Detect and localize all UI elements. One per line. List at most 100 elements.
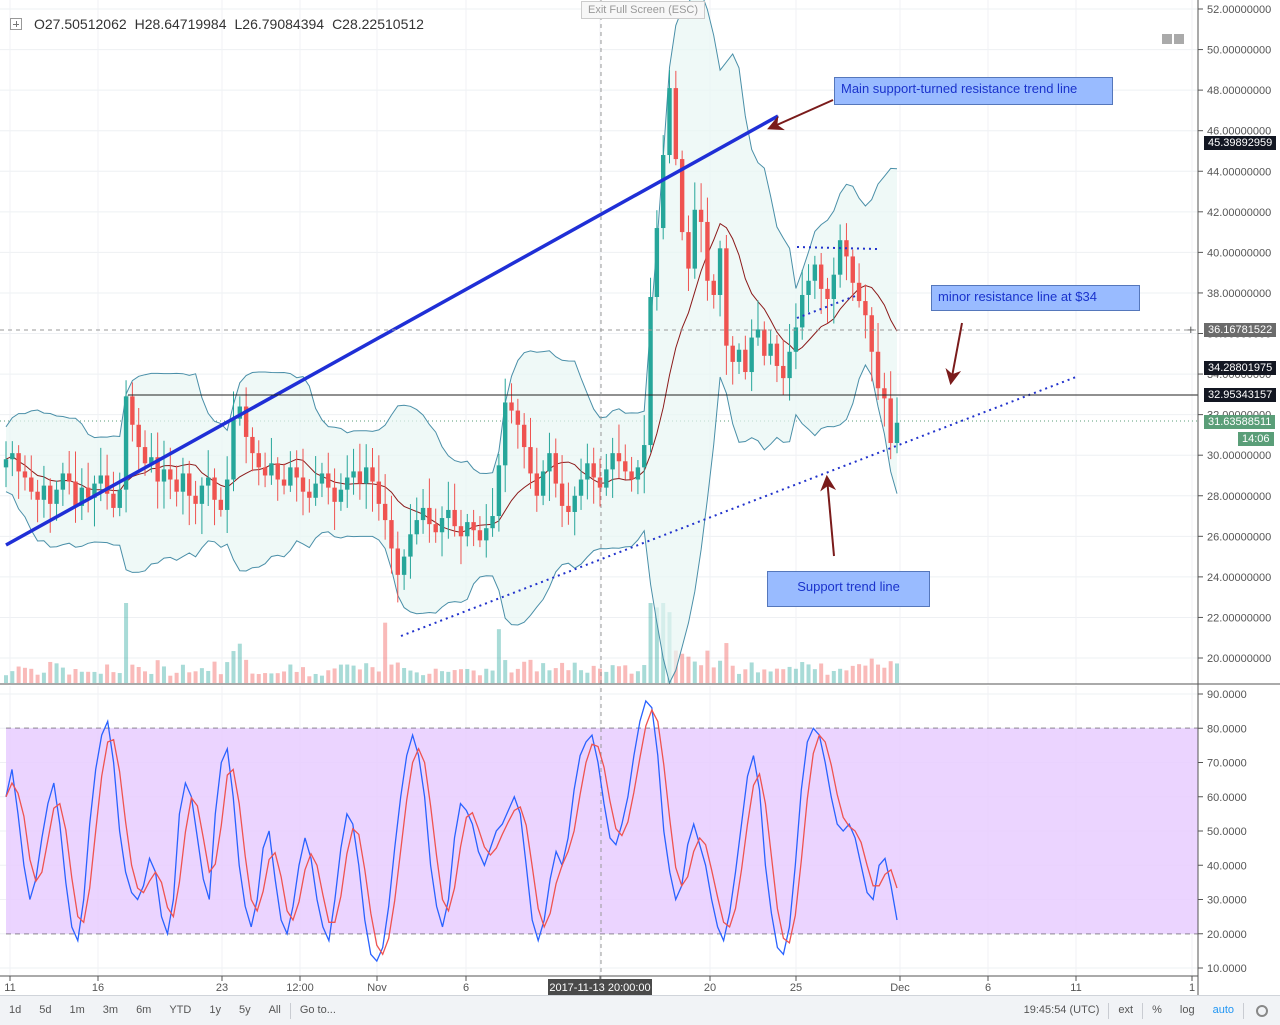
- volume-bar: [351, 665, 356, 683]
- range-1y[interactable]: 1y: [209, 1004, 221, 1016]
- candle-body: [875, 351, 881, 389]
- price-tick-label: 46.00000000: [1207, 126, 1271, 138]
- toolbar-divider: [289, 1002, 291, 1019]
- log-toggle[interactable]: log: [1179, 1004, 1195, 1016]
- support-trend-line[interactable]: [400, 376, 1077, 637]
- candle-body: [433, 524, 438, 533]
- volume-bar: [566, 670, 571, 683]
- volume-bar: [29, 668, 34, 683]
- price-tick-label: 50.00000000: [1207, 45, 1271, 57]
- minimize-icon[interactable]: [1162, 34, 1172, 44]
- price-axis[interactable]: 52.00000000 50.00000000 48.00000000 46.0000…: [1187, 0, 1280, 995]
- volume-bar: [389, 664, 394, 683]
- candle-body: [856, 282, 862, 302]
- range-ytd[interactable]: YTD: [169, 1004, 192, 1016]
- stoch-d-line: [5, 708, 898, 956]
- range-6m[interactable]: 6m: [136, 1004, 152, 1016]
- range-all[interactable]: All: [268, 1004, 281, 1016]
- candle-body: [774, 343, 780, 366]
- volume-bar: [427, 673, 432, 683]
- volume-bar: [635, 671, 640, 683]
- legend-toggle-icon[interactable]: [10, 18, 22, 30]
- exit-fullscreen-button[interactable]: Exit Full Screen (ESC): [581, 1, 705, 19]
- minor-resistance-dotted-line[interactable]: [796, 246, 878, 250]
- candle-body: [193, 495, 198, 504]
- candle-body: [515, 410, 521, 425]
- gear-icon[interactable]: [1256, 1004, 1268, 1017]
- annotation-support-trend[interactable]: Support trend line: [767, 571, 930, 607]
- volume-bar: [395, 662, 400, 683]
- candle-body: [749, 337, 754, 373]
- volume-bar: [522, 661, 527, 683]
- range-3m[interactable]: 3m: [102, 1004, 119, 1016]
- volume-bar: [534, 671, 539, 683]
- candle-body: [180, 473, 186, 492]
- volume-bar: [857, 664, 862, 683]
- range-5d[interactable]: 5d: [39, 1004, 52, 1016]
- volume-bar: [831, 670, 836, 683]
- volume-bar: [313, 673, 318, 683]
- volume-bar: [174, 672, 179, 683]
- volume-bar: [237, 643, 242, 683]
- volume-bar: [180, 664, 185, 683]
- volume-bar: [345, 664, 350, 683]
- volume-bar: [863, 665, 868, 683]
- time-axis[interactable]: 11 16 23 12:00 Nov 6 2017-11-13 20:00:00 20 25 De…: [0, 975, 1198, 995]
- volume-bar: [143, 671, 148, 683]
- candle-body: [136, 424, 141, 448]
- candle-body: [408, 534, 413, 557]
- candle-body: [654, 228, 660, 297]
- volume-bar: [244, 659, 249, 683]
- volume-bar: [509, 672, 514, 683]
- minor-channel-lower-dotted-line[interactable]: [796, 294, 859, 319]
- candle-body: [717, 248, 723, 295]
- candle-body: [572, 495, 577, 512]
- candle-body: [243, 406, 249, 437]
- candle-body: [401, 556, 407, 575]
- volume-bar: [124, 603, 129, 683]
- annotation-main-trend[interactable]: Main support-turned resistance trend lin…: [834, 77, 1113, 105]
- volume-bar: [629, 673, 634, 683]
- candle-body: [503, 402, 508, 466]
- volume-bar: [458, 669, 463, 683]
- volume-bar: [737, 673, 742, 683]
- volume-bar: [263, 673, 268, 683]
- range-1d[interactable]: 1d: [9, 1004, 22, 1016]
- volume-bar: [212, 661, 217, 683]
- candlesticks: [3, 70, 900, 603]
- add-line-icon[interactable]: +: [1187, 322, 1195, 337]
- ext-toggle[interactable]: ext: [1118, 1004, 1134, 1016]
- time-tick-label: 20: [704, 982, 716, 994]
- stoch-tick-label: 20.0000: [1207, 929, 1247, 941]
- volume-bar: [155, 660, 160, 683]
- goto-button[interactable]: Go to...: [299, 1004, 336, 1016]
- time-tick-label: 25: [790, 982, 802, 994]
- time-tick-label: 11: [4, 982, 15, 994]
- candle-body: [850, 256, 855, 283]
- time-tick-label: 11: [1070, 982, 1081, 994]
- volume-bar: [446, 671, 451, 683]
- volume-bar: [819, 663, 824, 683]
- price-tick-label: 24.00000000: [1207, 572, 1271, 584]
- volume-bar: [16, 666, 21, 683]
- bar-countdown: 14:06: [1238, 432, 1274, 446]
- maximize-icon[interactable]: [1174, 34, 1184, 44]
- candle-body: [863, 301, 868, 316]
- volume-bar: [692, 661, 697, 683]
- range-5y[interactable]: 5y: [238, 1004, 251, 1016]
- candle-body: [471, 522, 476, 531]
- volume-bar: [496, 629, 501, 683]
- volume-bar: [755, 672, 760, 683]
- time-tick-label: 23: [216, 982, 228, 994]
- auto-scale-toggle[interactable]: auto: [1212, 1004, 1234, 1016]
- range-1m[interactable]: 1m: [69, 1004, 85, 1016]
- percent-toggle[interactable]: %: [1152, 1004, 1162, 1016]
- volume-bar: [591, 665, 596, 683]
- price-tick-label: 28.00000000: [1207, 491, 1271, 503]
- candle-body: [673, 88, 679, 160]
- stoch-axis[interactable]: 90.0000 80.0000 70.0000 60.0000 50.0000 40.00…: [1198, 689, 1247, 975]
- candle-body: [452, 509, 457, 527]
- annotation-minor-resistance[interactable]: minor resistance line at $34: [931, 285, 1140, 311]
- candle-body: [458, 526, 464, 537]
